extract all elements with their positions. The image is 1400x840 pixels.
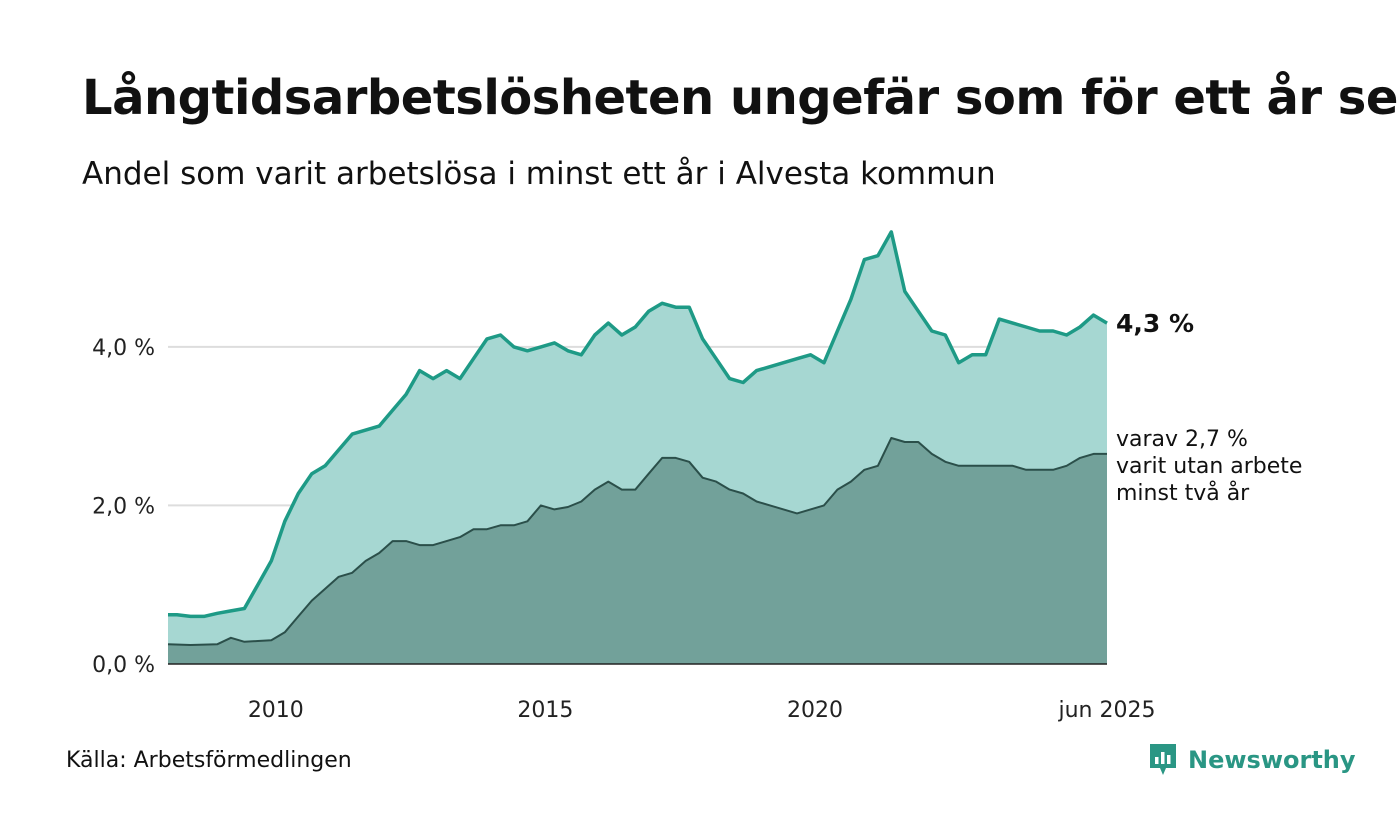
chart-subtitle: Andel som varit arbetslösa i minst ett å… [82,156,996,192]
brand-logo: Newsworthy [1148,742,1356,778]
y-tick-label: 0,0 % [92,653,155,678]
end-label-sub-line: varav 2,7 % [1116,427,1248,452]
end-label-sub-line: minst två år [1116,480,1250,506]
sub-series-line [167,437,1107,646]
newsworthy-logo-icon [1150,744,1176,775]
x-axis: 2010 2015 2020 jun 2025 [248,698,1156,723]
end-label-total: 4,3 % [1116,309,1194,338]
y-tick-label: 2,0 % [92,494,155,519]
sub-series-area [168,438,1107,664]
area-layer [167,230,1108,665]
end-labels: 4,3 % varav 2,7 % varit utan arbete minst t… [1116,309,1302,506]
total-series-line [168,230,1108,619]
source-note: Källa: Arbetsförmedlingen [66,748,352,773]
x-tick-label: 2010 [248,698,304,723]
x-tick-label: 2015 [517,698,573,723]
end-label-sub: varav 2,7 % varit utan arbete minst två år [1116,427,1302,506]
chart-title: Långtidsarbetslösheten ungefär som för e… [82,70,1400,126]
x-tick-label: jun 2025 [1058,698,1156,723]
end-label-sub-line: varit utan arbete [1116,454,1302,479]
x-tick-label: 2020 [787,698,843,723]
brand-name: Newsworthy [1188,746,1356,774]
y-axis: 0,0 % 2,0 % 4,0 % [92,336,155,678]
y-tick-label: 4,0 % [92,336,155,361]
